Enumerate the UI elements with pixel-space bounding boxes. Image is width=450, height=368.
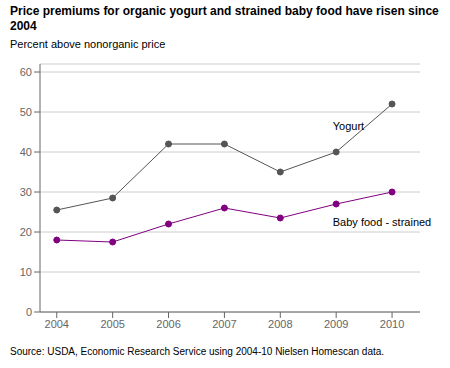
svg-text:0: 0 — [26, 306, 32, 318]
svg-text:20: 20 — [20, 226, 32, 238]
svg-text:2006: 2006 — [156, 318, 180, 330]
svg-text:2010: 2010 — [380, 318, 404, 330]
svg-text:40: 40 — [20, 146, 32, 158]
svg-text:2005: 2005 — [100, 318, 124, 330]
html-text:Source: USDA, Economic Researc: Source: USDA, Economic Research Service … — [10, 346, 385, 357]
svg-text:2008: 2008 — [268, 318, 292, 330]
svg-text:30: 30 — [20, 186, 32, 198]
svg-text:60: 60 — [20, 66, 32, 78]
svg-text:50: 50 — [20, 106, 32, 118]
svg-text:2007: 2007 — [212, 318, 236, 330]
svg-text:10: 10 — [20, 266, 32, 278]
svg-text:2004: 2004 — [45, 318, 69, 330]
html-text:Percent above nonorganic price: Percent above nonorganic price — [10, 38, 166, 50]
svg-text:2009: 2009 — [324, 318, 348, 330]
svg-text:Yogurt: Yogurt — [333, 120, 364, 132]
html-text:Price premiums for organic yog: Price premiums for organic yogurt and st… — [10, 4, 439, 33]
svg-text:Baby food - strained: Baby food - strained — [333, 216, 431, 228]
